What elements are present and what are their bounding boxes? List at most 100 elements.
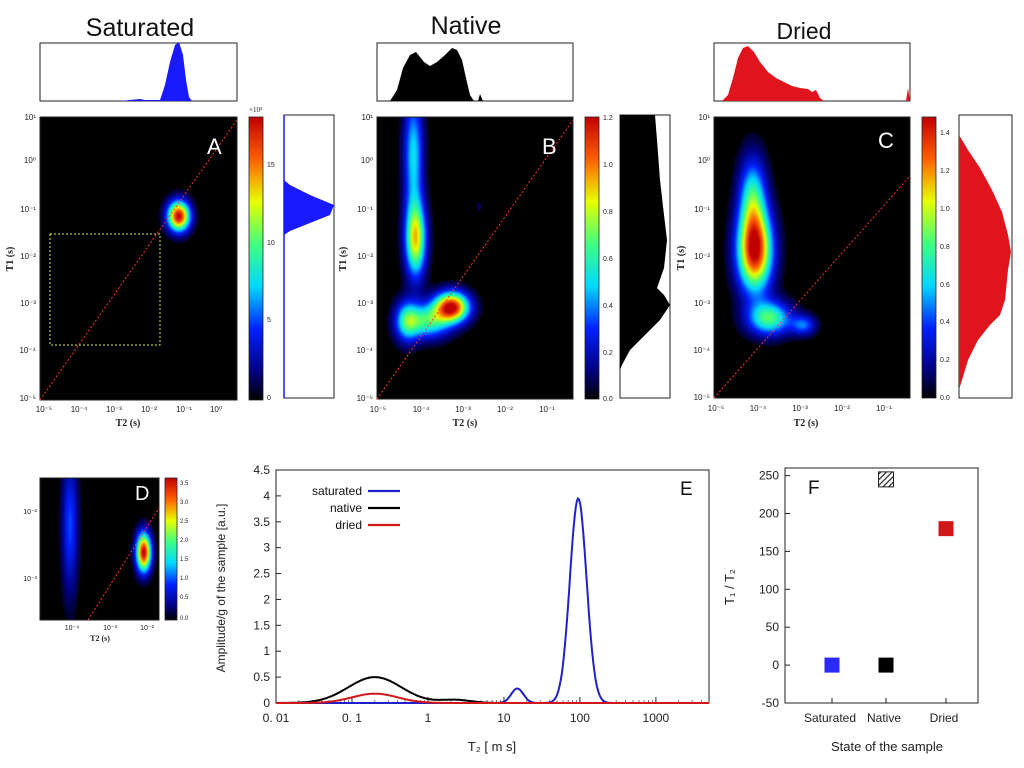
panel-c-colorbar-tick: 0.4 (940, 319, 950, 326)
panel-e-ytick-label: 0.5 (253, 670, 270, 684)
series-line-dried (276, 692, 709, 704)
panel-d-plot-frame (39, 477, 160, 621)
panel-d: D 10⁻² 10⁻³ 10⁻⁴ 10⁻³ 10⁻² T2 (s) 3.5 3.… (23, 477, 189, 643)
panel-e-plot-frame (275, 469, 710, 704)
panel-e-ytick-label: 2.5 (253, 567, 270, 581)
panel-d-colorbar-tick: 2.5 (180, 519, 189, 525)
panel-a: Saturated A 10¹ 10⁰ 10⁻¹ 10⁻² 10⁻³ 10⁻⁴ … (5, 14, 335, 429)
panel-a-xtick: 10⁻⁴ (71, 405, 88, 414)
panel-e-ytick-label: 4.5 (253, 463, 270, 477)
panel-a-top-marginal (39, 42, 238, 102)
panel-e-ytick-label: 4 (263, 489, 270, 503)
panel-b-colorbar-tick: 0.4 (603, 303, 613, 310)
panel-c-colorbar-tick: 0.8 (940, 244, 950, 251)
panel-d-colorbar-tick: 0.5 (180, 595, 189, 601)
panel-a-xtick: 10⁻³ (106, 405, 122, 414)
panel-d-ytick: 10⁻³ (23, 576, 37, 583)
panel-c-top-marginal-area (714, 46, 910, 101)
panel-d-colorbar-tick: 3.0 (180, 500, 189, 506)
panel-d-colorbar-tick: 1.0 (180, 576, 189, 582)
panel-b-plot-frame (376, 116, 574, 400)
panel-e-xtick-label: 0. 1 (342, 711, 362, 725)
panel-a-y-ticks: 10¹ 10⁰ 10⁻¹ 10⁻² 10⁻³ 10⁻⁴ 10⁻⁵ (19, 113, 36, 403)
panel-c-heatmap (714, 117, 910, 398)
panel-d-colorbar-tick: 2.0 (180, 538, 189, 544)
panel-b-title: Native (431, 12, 502, 40)
panel-e-ytick-label: 3 (263, 541, 270, 555)
panel-f-x-ticks: Saturated Native Dried (804, 698, 958, 725)
panel-c: Dried C 10¹ 10⁰ 10⁻¹ 10⁻² 10⁻³ 10⁻⁴ 10⁻⁵… (676, 18, 1013, 429)
panel-c-side-marginal (958, 114, 1013, 399)
panel-a-ytick: 10⁰ (24, 156, 36, 165)
panel-c-plot-frame (713, 116, 911, 399)
panel-e: 0 0.5 1 1.5 2 2.5 3 3.5 4 4.5 0. 01 0. 1 1 10 100 1000… (214, 463, 710, 754)
panel-b-side-marginal-area (620, 115, 670, 370)
panel-a-ytick: 10¹ (24, 113, 36, 122)
panel-f-ytick-label: 100 (759, 582, 779, 596)
panel-a-colorbar-tick: 5 (267, 317, 271, 324)
panel-e-x-ticks: 0. 01 0. 1 1 10 100 1000 (263, 697, 670, 725)
panel-b-heatmap (377, 117, 573, 399)
panel-f-xtick-label: Saturated (804, 711, 856, 725)
panel-a-colorbar-tick: 15 (267, 162, 275, 169)
panel-f-xlabel: State of the sample (831, 739, 943, 754)
panel-e-series (276, 496, 709, 704)
panel-d-ytick: 10⁻² (23, 509, 37, 516)
panel-f-ytick-label: 250 (759, 469, 779, 483)
panel-b-ytick: 10⁰ (361, 156, 373, 165)
panel-c-label: C (878, 128, 894, 153)
panel-a-top-marginal-area (40, 42, 192, 101)
panel-c-xlabel: T2 (s) (794, 418, 819, 429)
panel-f-xtick-label: Dried (930, 711, 959, 725)
point-saturated (824, 657, 840, 673)
panel-c-colorbar-tick: 1.4 (940, 130, 950, 137)
point-dried (938, 521, 954, 537)
panel-a-ytick: 10⁻⁴ (19, 346, 36, 355)
panel-f-plot-frame (784, 467, 979, 704)
panel-d-xtick: 10⁻² (140, 625, 154, 632)
panel-a-plot-frame (39, 116, 238, 401)
panel-d-xlabel: T2 (s) (90, 634, 110, 643)
panel-d-colorbar-tick: 0.0 (180, 616, 189, 622)
panel-f-xtick-label: Native (867, 711, 901, 725)
point-native (878, 657, 894, 673)
panel-c-ytick: 10⁻³ (694, 299, 710, 308)
panel-c-top-marginal (713, 42, 911, 102)
panel-b-xtick: 10⁻³ (455, 405, 471, 414)
legend-label-dried: dried (335, 518, 362, 532)
panel-d-xtick: 10⁻⁴ (65, 625, 80, 632)
panel-d-label: D (135, 483, 149, 505)
panel-d-colorbar-tick: 1.5 (180, 557, 189, 563)
legend-label-native: native (330, 501, 362, 515)
panel-c-colorbar: 1.4 1.2 1.0 0.8 0.6 0.4 0.2 0.0 (921, 116, 950, 402)
panel-e-xtick-label: 100 (570, 711, 590, 725)
panel-b-xtick: 10⁻⁵ (370, 405, 386, 414)
panel-b-top-marginal (376, 42, 574, 102)
panel-c-xtick: 10⁻¹ (876, 404, 892, 413)
panel-b: Native B 10¹ 10⁰ 10⁻¹ 10⁻² 10⁻³ 10⁻⁴ 10⁻… (338, 12, 671, 429)
panel-c-diagonal-line (713, 175, 911, 399)
panel-c-ytick: 10⁻¹ (694, 205, 710, 214)
panel-b-ytick: 10¹ (361, 113, 373, 122)
panel-b-colorbar-tick: 0.8 (603, 209, 613, 216)
panel-e-label: E (680, 479, 693, 500)
panel-c-colorbar-tick: 0.0 (940, 395, 950, 402)
panel-e-xtick-label: 1 (425, 711, 432, 725)
panel-c-y-ticks: 10¹ 10⁰ 10⁻¹ 10⁻² 10⁻³ 10⁻⁴ 10⁻⁵ (693, 113, 710, 402)
panel-b-ylabel: T1 (s) (338, 247, 349, 272)
panel-b-y-ticks: 10¹ 10⁰ 10⁻¹ 10⁻² 10⁻³ 10⁻⁴ 10⁻⁵ (356, 113, 373, 403)
panel-a-ytick: 10⁻⁵ (20, 394, 36, 403)
panel-d-y-ticks: 10⁻² 10⁻³ (23, 509, 37, 583)
panel-e-ytick-label: 3.5 (253, 515, 270, 529)
panel-b-ytick: 10⁻⁵ (357, 394, 373, 403)
panel-c-x-ticks: 10⁻⁵ 10⁻⁴ 10⁻³ 10⁻² 10⁻¹ (708, 404, 892, 413)
panel-c-colorbar-tick: 1.2 (940, 168, 950, 175)
panel-b-xtick: 10⁻² (497, 405, 513, 414)
panel-e-ytick-label: 1.5 (253, 618, 270, 632)
panel-a-title: Saturated (86, 14, 194, 42)
panel-c-ytick: 10⁻² (694, 252, 710, 261)
panel-f-ytick-label: 50 (766, 620, 780, 634)
panel-b-colorbar-tick: 0.0 (603, 396, 613, 403)
